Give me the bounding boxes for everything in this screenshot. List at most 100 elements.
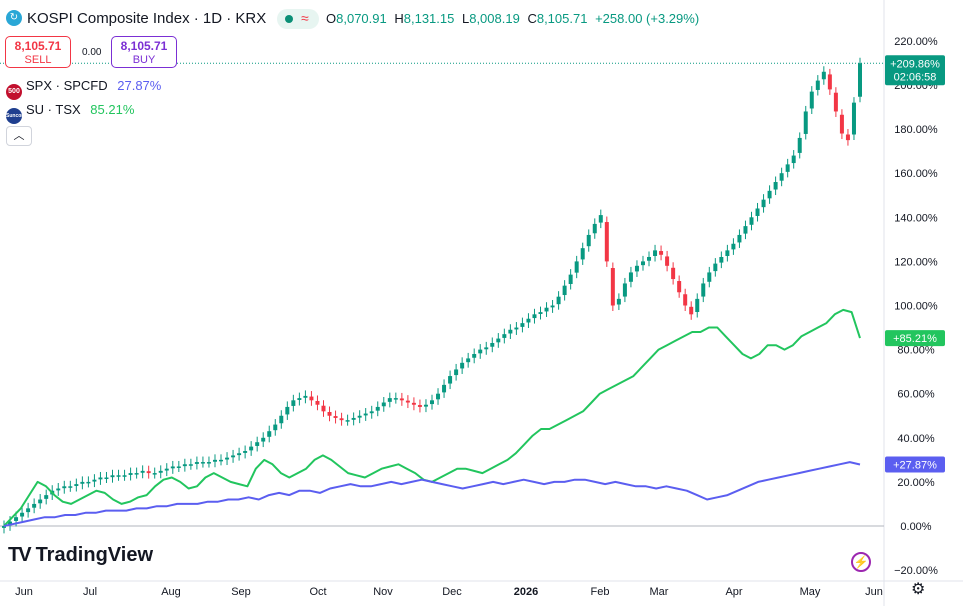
- y-tick-label: 120.00%: [894, 256, 938, 268]
- candle-body: [206, 462, 211, 464]
- candle-body: [653, 250, 658, 256]
- y-tick-label: 0.00%: [900, 521, 931, 533]
- candle-body: [56, 488, 61, 491]
- candle-body: [104, 477, 109, 479]
- symbol-title[interactable]: KOSPI Composite Index · 1D · KRX: [27, 10, 267, 27]
- gear-icon[interactable]: ⚙: [911, 581, 926, 598]
- candle-body: [508, 329, 513, 334]
- candle-body: [442, 384, 447, 393]
- x-tick-label: Mar: [650, 586, 669, 598]
- candle-body: [460, 362, 465, 369]
- y-tick-label: 80.00%: [897, 345, 935, 357]
- candle-body: [345, 420, 350, 422]
- x-tick-label: Apr: [725, 586, 742, 598]
- lightning-icon: ⚡: [853, 555, 869, 569]
- series-line-spx: [3, 461, 861, 527]
- candle-body: [532, 314, 537, 319]
- low-value: 8,008.19: [469, 11, 520, 26]
- wave-icon: ≈: [301, 10, 309, 26]
- buy-price: 8,105.71: [120, 39, 168, 53]
- sell-label: SELL: [24, 54, 52, 66]
- buy-label: BUY: [132, 54, 156, 66]
- candle-body: [737, 234, 742, 243]
- x-tick-label: Dec: [442, 586, 462, 598]
- candle-body: [387, 398, 392, 402]
- candle-body: [466, 358, 471, 363]
- price-badge-label: +27.87%: [893, 460, 937, 472]
- candle-body: [779, 173, 784, 181]
- candle-body: [351, 417, 356, 420]
- legend-item-su[interactable]: Suncor SU · TSX 85.21%: [6, 101, 134, 124]
- market-status-pill[interactable]: ≈: [277, 9, 319, 29]
- candle-body: [38, 499, 43, 504]
- candle-body: [514, 327, 519, 330]
- candle-body: [689, 306, 694, 315]
- candle-body: [381, 402, 386, 407]
- candle-body: [146, 471, 151, 474]
- candle-body: [743, 226, 748, 234]
- candle-body: [194, 462, 199, 464]
- collapse-legend-button[interactable]: ︿: [6, 126, 32, 146]
- candle-body: [297, 398, 302, 400]
- candle-body: [640, 261, 645, 266]
- candle-body: [26, 508, 31, 513]
- close-key: C: [527, 11, 537, 26]
- spx-logo-icon: 500: [6, 84, 22, 100]
- candle-body: [249, 446, 254, 451]
- candle-body: [68, 486, 73, 488]
- candle-body: [797, 137, 802, 153]
- candle-body: [255, 442, 260, 446]
- candle-body: [219, 459, 224, 462]
- candle-body: [315, 400, 320, 405]
- y-tick-label: 140.00%: [894, 212, 938, 224]
- buy-button[interactable]: 8,105.71 BUY: [111, 36, 177, 68]
- y-tick-label: 160.00%: [894, 168, 938, 180]
- candle-body: [158, 470, 163, 473]
- candle-body: [839, 114, 844, 134]
- candle-body: [803, 111, 808, 134]
- x-tick-label: Jul: [83, 586, 97, 598]
- candle-body: [92, 479, 97, 482]
- candle-body: [845, 134, 850, 141]
- candle-body: [502, 334, 507, 338]
- candle-body: [478, 349, 483, 354]
- candle-body: [279, 415, 284, 424]
- candle-body: [8, 521, 13, 526]
- candle-body: [755, 208, 760, 216]
- legend-value: 27.87%: [117, 78, 162, 93]
- y-tick-label: 180.00%: [894, 124, 938, 136]
- candle-body: [98, 477, 103, 480]
- low-key: L: [461, 11, 470, 26]
- candle-body: [472, 354, 477, 358]
- x-tick-label: Aug: [161, 586, 181, 598]
- candle-body: [140, 470, 145, 473]
- legend-item-spx[interactable]: 500 SPX · SPCFD 27.87%: [6, 77, 162, 100]
- candle-body: [761, 199, 766, 208]
- candle-body: [309, 396, 314, 401]
- candle-body: [170, 466, 175, 469]
- y-tick-label: −20.00%: [894, 565, 938, 577]
- legend-symbol: SU · TSX: [26, 102, 81, 117]
- candle-body: [182, 464, 187, 467]
- lightning-button[interactable]: ⚡: [851, 552, 871, 572]
- candle-body: [659, 251, 664, 255]
- candle-body: [273, 424, 278, 431]
- candle-body: [731, 243, 736, 250]
- x-tick-label: Oct: [309, 586, 326, 598]
- candle-body: [357, 415, 362, 418]
- sell-button[interactable]: 8,105.71 SELL: [5, 36, 71, 68]
- candle-body: [574, 261, 579, 273]
- symbol-logo-icon[interactable]: ↻: [6, 10, 22, 26]
- candle-body: [821, 71, 826, 80]
- candle-body: [339, 418, 344, 421]
- candle-body: [122, 475, 127, 477]
- candle-body: [32, 503, 37, 508]
- candle-body: [231, 455, 236, 458]
- price-badge: [885, 55, 945, 86]
- x-tick-label: Jun: [865, 586, 883, 598]
- candle-body: [580, 248, 585, 260]
- tv-logo-icon: TV: [8, 544, 32, 566]
- candle-body: [815, 80, 820, 90]
- y-tick-label: 220.00%: [894, 36, 938, 48]
